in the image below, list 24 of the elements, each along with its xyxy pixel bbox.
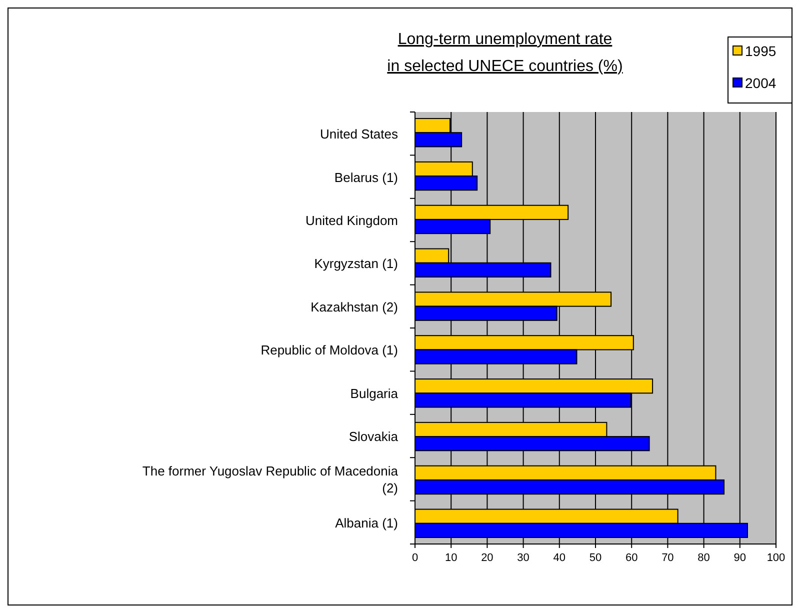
y-tick-label: Belarus (1) (334, 170, 398, 185)
x-tick-label: 80 (698, 552, 710, 564)
x-tick-label: 100 (766, 552, 786, 564)
x-tick-label: 20 (481, 552, 494, 564)
x-tick-label: 90 (734, 552, 746, 564)
y-tick-label: Albania (1) (335, 515, 398, 530)
x-tick-label: 40 (553, 552, 566, 564)
y-tick-label: The former Yugoslav Republic of Macedonia (2) (142, 464, 399, 496)
x-tick-label: 30 (517, 552, 530, 564)
y-tick-label: Slovakia (348, 429, 399, 444)
y-tick-label: Bulgaria (350, 386, 399, 401)
x-tick-label: 50 (589, 552, 602, 564)
y-tick-label: United States (320, 126, 398, 142)
y-tick-label: Kazakhstan (2) (310, 299, 398, 314)
y-tick-label: Republic of Moldova (1) (260, 342, 398, 358)
legend-label: 1995 (745, 43, 776, 59)
x-tick-label: 70 (662, 552, 674, 564)
x-tick-label: 60 (625, 552, 638, 564)
legend-label: 2004 (745, 75, 776, 91)
x-tick-label: 10 (444, 552, 458, 564)
chart-title: Long-term unemployment rate in selected UNECE countries (%) (387, 31, 623, 75)
x-tick-label: 0 (412, 552, 418, 564)
y-tick-label: United Kingdom (306, 213, 398, 228)
y-tick-label: Kyrgyzstan (1) (314, 256, 398, 272)
